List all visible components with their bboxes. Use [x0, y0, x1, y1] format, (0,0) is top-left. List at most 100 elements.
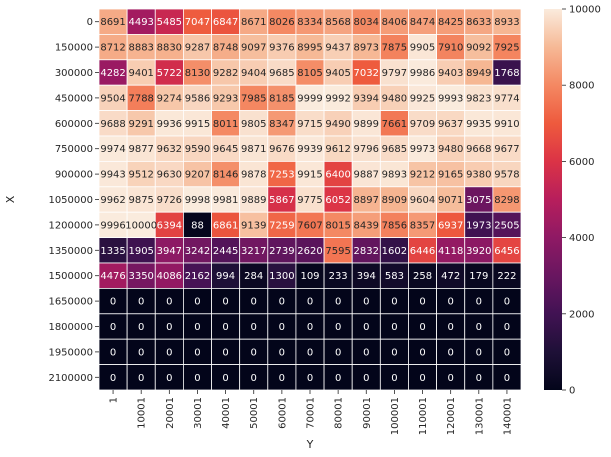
- cell-value-label: 0: [504, 347, 510, 358]
- heatmap-cell: [126, 364, 156, 391]
- heatmap-cell: [492, 135, 522, 162]
- cell-value-label: 472: [441, 271, 460, 282]
- cell-value-label: 7661: [382, 119, 407, 130]
- cell-value-label: 9097: [241, 43, 266, 54]
- cell-value-label: 0: [279, 297, 285, 308]
- cell-value-label: 9973: [410, 144, 435, 155]
- cell-value-label: 4493: [128, 17, 153, 28]
- cell-value-label: 0: [166, 373, 172, 384]
- cell-value-label: 9878: [241, 170, 266, 181]
- cell-value-label: 222: [497, 271, 516, 282]
- cell-value-label: 6400: [325, 170, 350, 181]
- heatmap-cell: [126, 338, 156, 366]
- heatmap-cell: [464, 313, 494, 340]
- cell-value-label: 9889: [241, 195, 266, 206]
- heatmap-cell: [267, 186, 297, 213]
- cell-value-label: 4476: [100, 271, 125, 282]
- cell-value-label: 0: [307, 322, 313, 333]
- cell-value-label: 0: [476, 322, 482, 333]
- cell-value-label: 0: [279, 347, 285, 358]
- heatmap-cell: [492, 59, 522, 86]
- heatmap-cell: [464, 211, 494, 238]
- heatmap-cell: [408, 135, 438, 162]
- cell-value-label: 9998: [185, 195, 210, 206]
- heatmap-cell: [323, 135, 353, 162]
- heatmap-cell: [379, 262, 409, 289]
- cell-value-label: 2620: [297, 246, 322, 257]
- heatmap-cell: [408, 364, 438, 391]
- cell-value-label: 9999: [297, 93, 322, 104]
- heatmap-cell: [267, 160, 297, 188]
- heatmap-cell: [239, 59, 269, 86]
- cell-value-label: 9376: [269, 43, 294, 54]
- heatmap-cell: [267, 313, 297, 340]
- heatmap-cell: [323, 313, 353, 340]
- cell-value-label: 9578: [494, 170, 519, 181]
- heatmap-cell: [267, 262, 297, 289]
- heatmap-cell: [154, 84, 184, 111]
- heatmap-cell: [351, 186, 381, 213]
- heatmap-cell: [211, 84, 241, 111]
- heatmap-cell: [295, 84, 325, 111]
- cell-value-label: 0: [138, 373, 144, 384]
- heatmap-cell: [239, 160, 269, 188]
- cell-value-label: 9291: [128, 119, 153, 130]
- cell-value-label: 8883: [128, 43, 153, 54]
- heatmap-cell: [351, 84, 381, 111]
- cell-value-label: 0: [279, 373, 285, 384]
- heatmap-cell: [239, 84, 269, 111]
- cell-value-label: 994: [216, 271, 235, 282]
- cell-value-label: 9207: [185, 170, 210, 181]
- heatmap-cell: [126, 34, 156, 61]
- cell-value-label: 9887: [354, 170, 379, 181]
- cell-value-label: 1335: [100, 246, 125, 257]
- x-tick-label: 100001: [390, 397, 401, 435]
- cell-value-label: 8298: [494, 195, 519, 206]
- y-tick-label: 900000: [55, 170, 93, 181]
- cell-value-label: 1905: [128, 246, 153, 257]
- heatmap-cell: [211, 34, 241, 61]
- heatmap-cell: [154, 287, 184, 315]
- cell-value-label: 0: [251, 347, 257, 358]
- cell-value-label: 0: [251, 322, 257, 333]
- cell-value-label: 9774: [494, 93, 519, 104]
- heatmap-cell: [98, 287, 128, 315]
- cell-value-label: 8026: [269, 17, 294, 28]
- cell-value-label: 5867: [269, 195, 294, 206]
- cell-value-label: 9962: [100, 195, 125, 206]
- cell-value-label: 7032: [354, 68, 379, 79]
- heatmap-cell: [295, 8, 325, 35]
- cell-value-label: 8973: [354, 43, 379, 54]
- cell-value-label: 0: [166, 322, 172, 333]
- heatmap-cell: [492, 237, 522, 264]
- cell-value-label: 9797: [382, 68, 407, 79]
- cell-value-label: 0: [222, 297, 228, 308]
- cell-value-label: 0: [504, 297, 510, 308]
- heatmap-cell: [323, 84, 353, 111]
- heatmap-cell: [182, 110, 212, 137]
- cell-value-label: 8130: [185, 68, 210, 79]
- heatmap-cell: [436, 237, 466, 264]
- cell-value-label: 9677: [494, 144, 519, 155]
- cell-value-label: 0: [335, 347, 341, 358]
- cell-value-label: 0: [138, 322, 144, 333]
- cell-value-label: 3217: [241, 246, 266, 257]
- cell-value-label: 8748: [213, 43, 238, 54]
- cell-value-label: 7856: [382, 220, 407, 231]
- heatmap-cell: [98, 110, 128, 137]
- heatmap-cell: [267, 338, 297, 366]
- cell-value-label: 0: [166, 297, 172, 308]
- heatmap-cell: [492, 160, 522, 188]
- cell-value-label: 9287: [185, 43, 210, 54]
- cell-value-label: 0: [447, 297, 453, 308]
- cell-value-label: 9282: [213, 68, 238, 79]
- heatmap-cell: [182, 84, 212, 111]
- cell-value-label: 8347: [269, 119, 294, 130]
- heatmap-cell: [154, 237, 184, 264]
- cell-value-label: 9992: [325, 93, 350, 104]
- cell-value-label: 0: [194, 322, 200, 333]
- cell-value-label: 0: [222, 373, 228, 384]
- cell-value-label: 9796: [354, 144, 379, 155]
- heatmap-cell: [126, 313, 156, 340]
